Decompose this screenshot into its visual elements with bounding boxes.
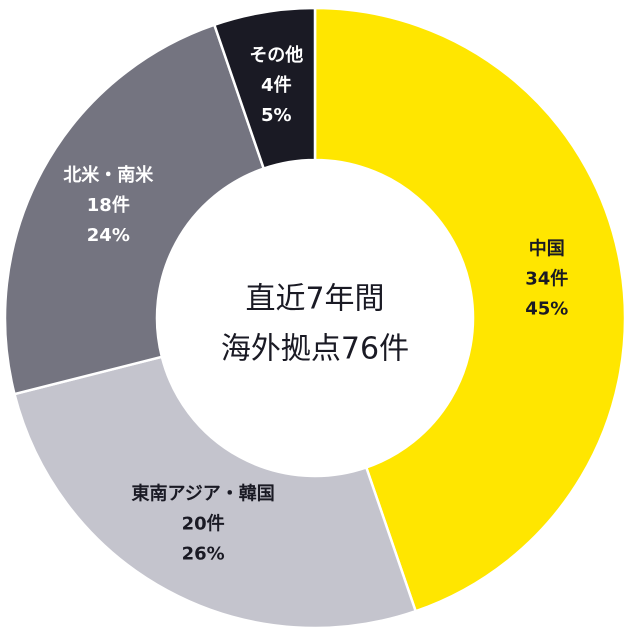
- segment-label: 24%: [87, 225, 130, 246]
- segment-label: 20件: [182, 513, 225, 535]
- donut-segment: [212, 6, 317, 171]
- donut-segment: [3, 23, 266, 396]
- segment-label: 5%: [261, 105, 292, 126]
- segment-label: 45%: [525, 298, 568, 319]
- donut-segment: [313, 6, 627, 613]
- segment-label: 東南アジア・韓国: [132, 483, 275, 505]
- donut-segment: [12, 355, 418, 630]
- center-text: 直近7年間: [245, 282, 384, 317]
- segment-label: 北米・南米: [63, 164, 154, 186]
- center-text: 海外拠点76件: [221, 332, 409, 367]
- segment-label: 34件: [525, 267, 568, 289]
- segment-label: その他: [249, 44, 303, 66]
- segment-label: 18件: [87, 194, 130, 216]
- segment-label: 4件: [261, 74, 292, 96]
- segment-label: 26%: [182, 544, 225, 565]
- segment-label: 中国: [529, 237, 565, 259]
